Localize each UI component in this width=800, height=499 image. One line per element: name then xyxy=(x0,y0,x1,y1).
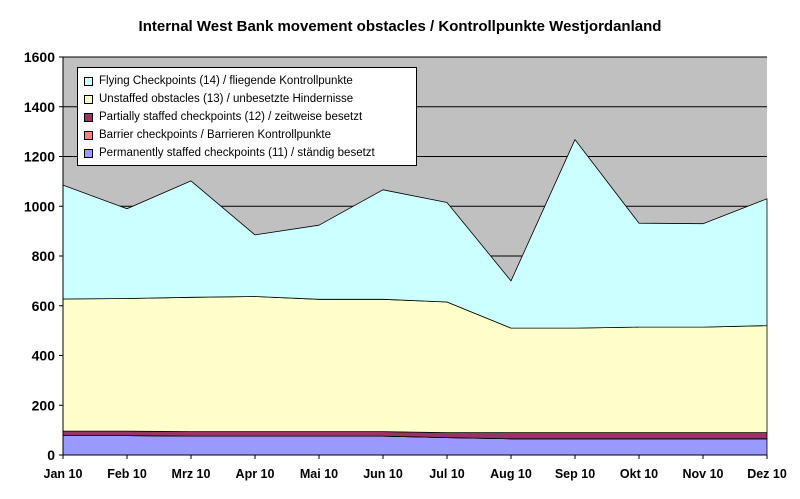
x-tick-label: Apr 10 xyxy=(236,467,275,481)
x-tick-label: Mai 10 xyxy=(300,467,338,481)
x-tick-label: Sep 10 xyxy=(555,467,595,481)
legend-swatch xyxy=(84,130,93,140)
legend-swatch xyxy=(84,94,93,104)
chart-legend: Flying Checkpoints (14) / fliegende Kont… xyxy=(77,67,417,166)
x-tick-label: Jan 10 xyxy=(44,467,83,481)
legend-item: Flying Checkpoints (14) / fliegende Kont… xyxy=(84,72,416,90)
x-tick-label: Aug 10 xyxy=(490,467,532,481)
x-tick-label: Dez 10 xyxy=(747,467,787,481)
legend-item: Unstaffed obstacles (13) / unbesetzte Hi… xyxy=(84,90,416,108)
legend-label: Permanently staffed checkpoints (11) / s… xyxy=(99,147,375,159)
legend-swatch xyxy=(84,112,93,122)
x-tick-label: Jul 10 xyxy=(429,467,464,481)
y-tick-label: 600 xyxy=(32,298,56,314)
x-tick-label: Nov 10 xyxy=(683,467,724,481)
legend-swatch xyxy=(84,148,93,158)
y-tick-label: 800 xyxy=(32,248,56,264)
x-tick-label: Mrz 10 xyxy=(172,467,211,481)
y-tick-label: 400 xyxy=(32,348,56,364)
x-tick-label: Jun 10 xyxy=(363,467,403,481)
y-tick-label: 1000 xyxy=(24,198,55,214)
y-tick-label: 1600 xyxy=(24,49,55,65)
x-tick-label: Feb 10 xyxy=(107,467,147,481)
legend-label: Partially staffed checkpoints (12) / zei… xyxy=(99,111,363,123)
y-tick-label: 0 xyxy=(47,447,55,463)
chart-title: Internal West Bank movement obstacles / … xyxy=(138,18,662,35)
legend-item: Barrier checkpoints / Barrieren Kontroll… xyxy=(84,126,416,144)
legend-swatch xyxy=(84,76,93,86)
legend-label: Flying Checkpoints (14) / fliegende Kont… xyxy=(99,75,353,87)
y-tick-label: 1400 xyxy=(24,99,55,115)
legend-label: Barrier checkpoints / Barrieren Kontroll… xyxy=(99,129,332,141)
x-tick-label: Okt 10 xyxy=(620,467,658,481)
legend-label: Unstaffed obstacles (13) / unbesetzte Hi… xyxy=(99,93,354,105)
legend-item: Permanently staffed checkpoints (11) / s… xyxy=(84,144,416,162)
series-area-4 xyxy=(62,139,768,329)
legend-item: Partially staffed checkpoints (12) / zei… xyxy=(84,108,416,126)
y-tick-label: 1200 xyxy=(24,149,55,165)
y-tick-label: 200 xyxy=(32,397,56,413)
